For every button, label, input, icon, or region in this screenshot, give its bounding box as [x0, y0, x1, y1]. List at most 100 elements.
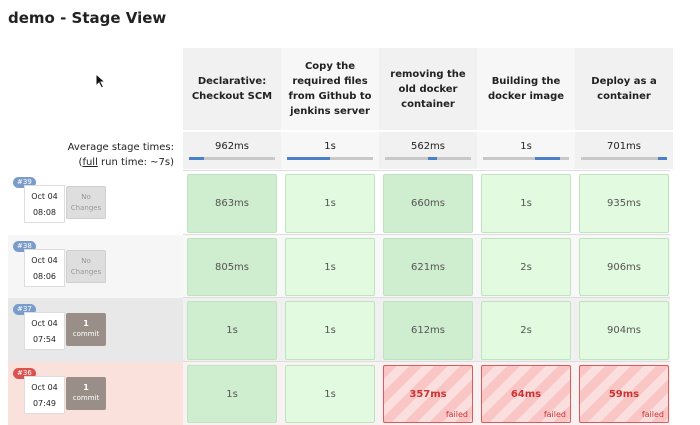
stage-status: failed — [543, 410, 566, 419]
average-time: 701ms — [606, 141, 642, 152]
stage-name: Declarative: Checkout SCM — [191, 76, 273, 102]
stage-duration: 863ms — [214, 198, 250, 209]
stage-cell[interactable]: 906ms — [579, 238, 669, 296]
progress-bar — [287, 157, 373, 160]
stage-cell[interactable]: 863ms — [187, 174, 277, 233]
stage-duration: 64ms — [510, 388, 542, 400]
average-time: 562ms — [410, 141, 446, 152]
stage-duration: 1s — [520, 198, 532, 209]
stage-cell[interactable]: 805ms — [187, 238, 277, 296]
stage-duration: 1s — [324, 198, 336, 209]
stage-duration: 1s — [226, 388, 238, 400]
stage-header-2: Copy the required files from Github to j… — [281, 48, 379, 130]
stage-cell[interactable]: 2s — [481, 238, 571, 296]
stage-cell[interactable]: 64ms failed — [481, 365, 571, 423]
build-time: 08:06 — [32, 272, 57, 281]
stage-duration: 59ms — [608, 388, 640, 400]
stage-average-1: 962ms — [183, 132, 281, 169]
stage-cell[interactable]: 1s — [285, 174, 375, 233]
stage-name: Deploy as a container — [591, 76, 657, 102]
build-day: Oct 04 — [31, 256, 58, 265]
stage-duration: 2s — [520, 261, 532, 273]
stage-cell[interactable]: 2s — [481, 301, 571, 360]
stage-cell[interactable]: 935ms — [579, 174, 669, 233]
stage-average-5: 701ms — [575, 132, 673, 169]
progress-fill — [287, 157, 330, 160]
stage-cell[interactable]: 1s — [187, 301, 277, 360]
progress-fill — [189, 157, 205, 160]
stage-cell[interactable]: 1s — [187, 365, 277, 423]
build-number-badge[interactable]: #36 — [13, 368, 36, 379]
stage-header-5: Deploy as a container — [575, 48, 673, 130]
changes-label: Changes — [70, 204, 102, 212]
stage-duration: 621ms — [410, 261, 446, 273]
build-date: Oct 04 08:08 — [24, 185, 65, 223]
average-time: 962ms — [214, 141, 250, 152]
stage-duration: 906ms — [606, 261, 642, 273]
stage-cell[interactable]: 904ms — [579, 301, 669, 360]
stage-average-3: 562ms — [379, 132, 477, 169]
stage-cell[interactable]: 1s — [285, 238, 375, 296]
stage-average-4: 1s — [477, 132, 575, 169]
progress-bar — [483, 157, 569, 160]
changes-label: commit — [72, 394, 100, 402]
changes-label: commit — [72, 330, 100, 338]
average-stage-times-label: Average stage times: (full run time: ~7s… — [67, 142, 174, 168]
stage-duration: 805ms — [214, 261, 250, 273]
stage-header-4: Building the docker image — [477, 48, 575, 130]
mouse-cursor-icon — [95, 73, 107, 89]
average-time: 1s — [520, 141, 532, 152]
commit-button[interactable]: 1 commit — [66, 377, 106, 410]
progress-fill — [428, 157, 437, 160]
stage-cell[interactable]: 357ms failed — [383, 365, 473, 423]
build-date: Oct 04 07:49 — [24, 376, 65, 414]
row-divider — [183, 361, 670, 362]
stage-header-3: removing the old docker container — [379, 48, 477, 130]
no-changes-box: No Changes — [66, 250, 106, 283]
stage-cell[interactable]: 1s — [481, 174, 571, 233]
build-time: 07:54 — [32, 335, 57, 344]
stage-duration: 1s — [324, 325, 336, 336]
build-day: Oct 04 — [31, 383, 58, 392]
progress-bar — [581, 157, 667, 160]
stage-duration: 1s — [226, 325, 238, 336]
progress-bar — [189, 157, 275, 160]
changes-count: No — [81, 257, 91, 265]
stage-duration: 2s — [520, 325, 532, 336]
stage-duration: 1s — [324, 388, 336, 400]
stage-cell[interactable]: 660ms — [383, 174, 473, 233]
build-number-badge[interactable]: #37 — [13, 304, 36, 315]
progress-bar — [385, 157, 471, 160]
stage-cell[interactable]: 1s — [285, 365, 375, 423]
build-number-badge[interactable]: #39 — [13, 177, 36, 188]
changes-count: 1 — [83, 383, 89, 392]
stage-duration: 357ms — [409, 388, 447, 400]
stage-cell[interactable]: 59ms failed — [579, 365, 669, 423]
stage-cell[interactable]: 621ms — [383, 238, 473, 296]
commit-button[interactable]: 1 commit — [66, 313, 106, 346]
stage-duration: 1s — [324, 261, 336, 273]
stage-name: removing the old docker container — [390, 68, 466, 110]
stage-duration: 935ms — [606, 198, 642, 209]
build-number-badge[interactable]: #38 — [13, 241, 36, 252]
page-title: demo - Stage View — [8, 9, 167, 27]
stage-name: Copy the required files from Github to j… — [288, 61, 372, 117]
row-divider — [183, 170, 670, 171]
stage-average-2: 1s — [281, 132, 379, 169]
stage-header-1: Declarative: Checkout SCM — [183, 48, 281, 130]
stage-duration: 904ms — [606, 325, 642, 336]
build-day: Oct 04 — [31, 319, 58, 328]
build-date: Oct 04 08:06 — [24, 249, 65, 287]
stage-name: Building the docker image — [487, 76, 565, 102]
stage-cell[interactable]: 1s — [285, 301, 375, 360]
progress-fill — [534, 157, 561, 160]
build-date: Oct 04 07:54 — [24, 312, 65, 350]
changes-label: Changes — [70, 268, 102, 276]
stage-cell[interactable]: 612ms — [383, 301, 473, 360]
full-run-time-link[interactable]: full — [82, 157, 98, 168]
changes-count: 1 — [83, 319, 89, 328]
changes-count: No — [81, 193, 91, 201]
build-day: Oct 04 — [31, 192, 58, 201]
stage-duration: 660ms — [410, 198, 446, 209]
row-divider — [183, 234, 670, 235]
